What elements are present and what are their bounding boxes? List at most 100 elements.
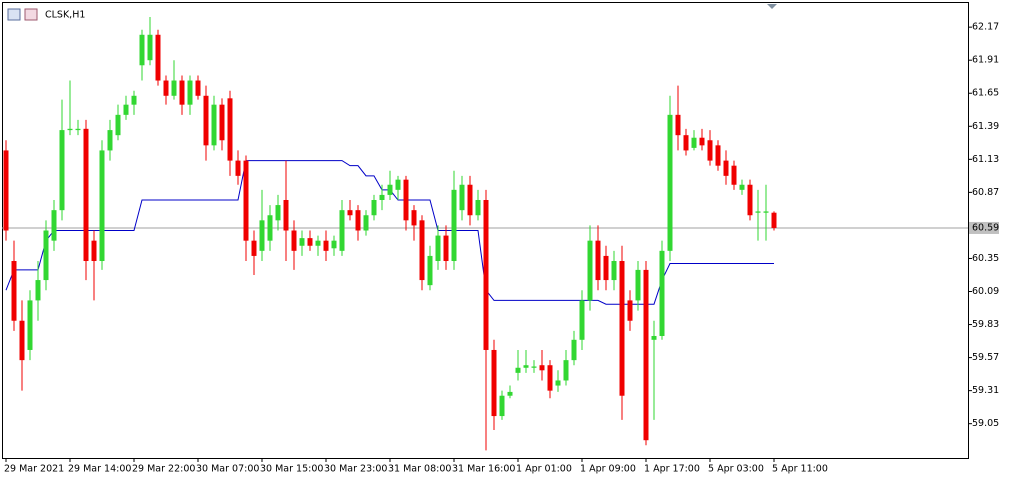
- candle-body: [475, 199, 481, 216]
- candle-body: [283, 199, 289, 231]
- candle-body: [595, 240, 601, 281]
- y-tick-label: 59.31: [972, 385, 999, 396]
- candle-body: [635, 269, 641, 301]
- candle-body: [571, 339, 577, 361]
- x-tick-label: 5 Apr 03:00: [708, 464, 764, 475]
- candle-body: [227, 98, 233, 161]
- chart-title: CLSK,H1: [45, 10, 85, 21]
- candle-body: [467, 184, 473, 216]
- candle-body: [387, 184, 393, 195]
- candle-body: [627, 300, 633, 321]
- candle-body: [123, 104, 129, 115]
- candle-body: [267, 215, 273, 241]
- icon: [24, 8, 38, 21]
- x-tick-label: 30 Mar 23:00: [324, 464, 387, 475]
- x-tick-label: 29 Mar 14:00: [68, 464, 131, 475]
- candle-body: [563, 360, 569, 381]
- candle-body: [171, 80, 177, 96]
- candle-body: [195, 80, 201, 96]
- candle-body: [83, 128, 89, 262]
- candle-body: [75, 128, 81, 131]
- candle-body: [603, 255, 609, 281]
- candle-body: [51, 210, 57, 241]
- candle-body: [763, 211, 769, 213]
- candle-body: [19, 320, 25, 361]
- candle-body: [307, 238, 313, 246]
- candle-body: [99, 150, 105, 262]
- candle-body: [355, 210, 361, 231]
- plot-frame: [2, 2, 969, 459]
- candle-body: [203, 95, 209, 146]
- candle-body: [11, 261, 17, 321]
- candle-body: [539, 365, 545, 371]
- candle-body: [59, 130, 65, 211]
- candle-body: [427, 255, 433, 286]
- candle-body: [27, 300, 33, 350]
- candle-body: [315, 240, 321, 246]
- y-tick-label: 62.17: [972, 22, 999, 33]
- candle-body: [435, 235, 441, 262]
- candle-body: [507, 391, 513, 396]
- y-tick-label: 61.91: [972, 55, 999, 66]
- x-tick-label: 31 Mar 08:00: [388, 464, 451, 475]
- y-tick-label: 59.05: [972, 418, 999, 429]
- candle-body: [371, 199, 377, 216]
- candle-body: [483, 199, 489, 350]
- candle-body: [515, 367, 521, 373]
- candle-body: [403, 179, 409, 221]
- x-tick-label: 1 Apr 09:00: [580, 464, 636, 475]
- x-tick-label: 30 Mar 15:00: [260, 464, 323, 475]
- candle-body: [659, 250, 665, 336]
- candle-body: [523, 365, 529, 368]
- shift-marker: [767, 4, 777, 9]
- candle-body: [331, 240, 337, 249]
- y-tick-label: 60.09: [972, 286, 999, 297]
- y-tick-label: 61.39: [972, 121, 999, 132]
- candle-body: [35, 280, 41, 301]
- candle-body: [771, 212, 777, 228]
- y-tick-label: 61.13: [972, 154, 999, 165]
- candle-body: [491, 349, 497, 417]
- candle-body: [379, 194, 385, 200]
- candle-body: [611, 261, 617, 281]
- candle-body: [291, 230, 297, 251]
- candle-body: [163, 80, 169, 96]
- candle-body: [275, 205, 281, 221]
- candle-body: [243, 160, 249, 241]
- candle-body: [643, 269, 649, 441]
- candle-body: [155, 34, 161, 81]
- x-tick-label: 5 Apr 11:00: [772, 464, 828, 475]
- candle-body: [499, 395, 505, 417]
- candle-body: [419, 220, 425, 281]
- x-tick-label: 31 Mar 16:00: [452, 464, 515, 475]
- y-tick-label: 59.57: [972, 352, 999, 363]
- candle-body: [675, 114, 681, 136]
- last-price-box: [969, 221, 999, 234]
- candle-body: [251, 240, 257, 256]
- candle-body: [699, 137, 705, 146]
- candle-body: [451, 189, 457, 262]
- candle-body: [299, 238, 305, 246]
- candle-body: [587, 240, 593, 301]
- candle-body: [547, 365, 553, 391]
- last-price-label: 60.59: [972, 222, 999, 233]
- candle-body: [755, 211, 761, 213]
- candle-body: [147, 34, 153, 61]
- candle-body: [235, 160, 241, 176]
- candle-body: [691, 137, 697, 148]
- candle-body: [211, 104, 217, 146]
- candle-body: [459, 184, 465, 211]
- candle-body: [531, 366, 537, 368]
- y-tick-label: 59.83: [972, 319, 999, 330]
- x-tick-label: 29 Mar 2021: [4, 464, 64, 475]
- candle-body: [179, 80, 185, 105]
- candle-body: [651, 335, 657, 340]
- x-tick-label: 1 Apr 17:00: [644, 464, 700, 475]
- candle-body: [395, 179, 401, 190]
- candle-body: [115, 114, 121, 136]
- candle-body: [747, 184, 753, 216]
- candle-body: [619, 261, 625, 396]
- x-tick-label: 1 Apr 01:00: [516, 464, 572, 475]
